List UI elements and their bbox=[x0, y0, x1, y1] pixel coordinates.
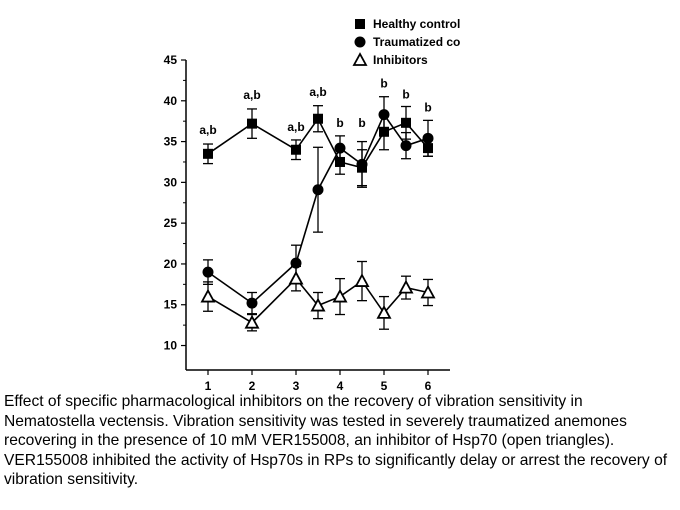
data-point bbox=[398, 279, 414, 294]
data-point bbox=[332, 288, 348, 303]
legend-marker bbox=[355, 19, 365, 29]
y-tick-label: 40 bbox=[164, 94, 178, 108]
chart-figure: 10 15 20 25 30 35 40 45 1 2 3 4 5 6 a,b a,b a,b a,b b b b b b H… bbox=[148, 10, 460, 395]
x-tick-label: 2 bbox=[249, 379, 256, 393]
significance-label: b bbox=[336, 116, 343, 130]
data-point bbox=[400, 140, 412, 152]
data-point bbox=[202, 266, 214, 278]
figure-caption: Effect of specific pharmacological inhib… bbox=[4, 393, 668, 488]
data-point bbox=[291, 144, 301, 155]
legend-label: Traumatized controls bbox=[373, 35, 460, 49]
x-tick-label: 4 bbox=[337, 379, 344, 393]
data-point bbox=[376, 305, 392, 319]
x-tick-label: 5 bbox=[381, 379, 388, 393]
significance-label: b bbox=[402, 87, 409, 101]
significance-label: b bbox=[358, 116, 365, 130]
y-tick-label: 35 bbox=[164, 135, 178, 149]
data-point bbox=[335, 156, 345, 167]
data-point bbox=[334, 142, 346, 154]
data-point bbox=[244, 314, 260, 329]
x-tick-label: 6 bbox=[425, 379, 432, 393]
data-point bbox=[200, 288, 216, 303]
x-tick-label: 1 bbox=[205, 379, 212, 393]
data-point bbox=[203, 148, 213, 159]
significance-label: a,b bbox=[287, 120, 304, 134]
data-point bbox=[422, 132, 434, 144]
data-point bbox=[288, 270, 304, 285]
significance-label: b bbox=[424, 100, 431, 114]
legend-marker bbox=[352, 52, 368, 66]
y-tick-label: 15 bbox=[164, 298, 178, 312]
data-point bbox=[354, 273, 370, 287]
data-point bbox=[401, 117, 411, 128]
data-point bbox=[310, 297, 326, 312]
legend-marker bbox=[354, 36, 366, 48]
data-point bbox=[356, 158, 368, 170]
x-tick-label: 3 bbox=[293, 379, 300, 393]
data-point bbox=[420, 284, 436, 299]
data-point bbox=[312, 184, 324, 196]
y-tick-label: 45 bbox=[164, 53, 178, 67]
y-tick-label: 25 bbox=[164, 216, 178, 230]
data-point bbox=[246, 297, 258, 309]
y-tick-label: 30 bbox=[164, 175, 178, 189]
data-point bbox=[378, 109, 390, 121]
significance-label: a,b bbox=[199, 123, 216, 137]
significance-label: a,b bbox=[243, 88, 260, 102]
data-point bbox=[313, 113, 323, 124]
legend-label: Healthy controls bbox=[373, 17, 460, 31]
y-tick-label: 20 bbox=[164, 257, 178, 271]
y-tick-label: 10 bbox=[164, 339, 178, 353]
data-point bbox=[247, 118, 257, 129]
significance-label: a,b bbox=[309, 85, 326, 99]
significance-label: b bbox=[380, 77, 387, 91]
legend-label: Inhibitors bbox=[373, 53, 428, 67]
